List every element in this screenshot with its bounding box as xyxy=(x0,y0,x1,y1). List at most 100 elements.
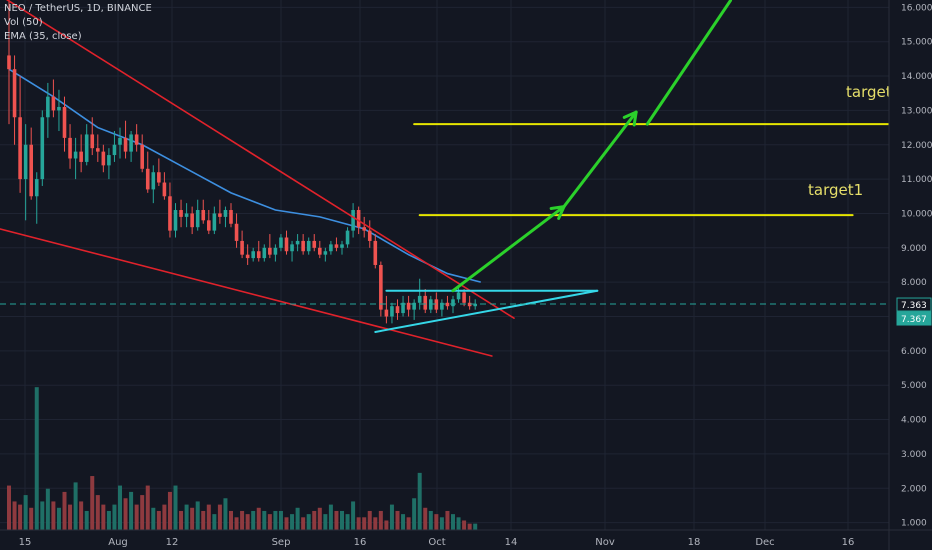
y-tick-label: 14.000 xyxy=(901,72,932,82)
x-tick-label: 16 xyxy=(842,537,855,548)
volume-bar xyxy=(201,510,206,530)
candle-body xyxy=(318,247,322,255)
volume-bar xyxy=(134,504,139,530)
candle xyxy=(395,299,400,320)
candle-body xyxy=(329,244,333,252)
candle xyxy=(101,144,106,173)
legend-volume[interactable]: Vol (50) xyxy=(4,17,43,28)
candle xyxy=(223,206,228,228)
candle-body xyxy=(462,292,466,303)
volume-bar xyxy=(395,510,400,530)
candle-body xyxy=(451,299,455,307)
volume-bar xyxy=(373,517,378,530)
candle xyxy=(168,182,172,238)
y-tick-label: 12.000 xyxy=(901,141,932,151)
volume-bar xyxy=(295,507,300,530)
candle xyxy=(268,234,272,259)
candle-body xyxy=(79,151,83,162)
volume-bar xyxy=(462,520,467,530)
chart-legend: NEO / TetherUS, 1D, BINANCE Vol (50) EMA… xyxy=(4,2,152,44)
x-tick-label: 18 xyxy=(688,537,701,548)
volume-bar xyxy=(334,510,339,530)
candle-body xyxy=(162,182,167,197)
volume-bar xyxy=(123,498,128,530)
candle-body xyxy=(240,240,244,255)
x-tick-label: 14 xyxy=(505,537,518,548)
candle xyxy=(184,203,189,228)
candle xyxy=(12,55,17,145)
candle-body xyxy=(107,155,111,166)
candle-body xyxy=(284,237,289,252)
volume-bar xyxy=(345,514,350,530)
arrow-head-2 xyxy=(622,110,638,127)
volume-bar xyxy=(68,504,73,530)
candle-body xyxy=(245,254,250,259)
volume-bar xyxy=(473,523,478,530)
volume-bar xyxy=(129,491,134,530)
arrow-head-1 xyxy=(549,205,566,220)
candle xyxy=(345,227,350,248)
volume-series xyxy=(7,387,478,530)
candle-body xyxy=(195,210,200,228)
candle xyxy=(373,234,378,269)
candle-body xyxy=(279,237,283,248)
volume-bar xyxy=(29,507,34,530)
candle xyxy=(440,299,444,317)
volume-bar xyxy=(389,504,394,530)
triangle-bottom-line xyxy=(374,289,599,333)
volume-bar xyxy=(84,510,89,530)
volume-bar xyxy=(245,514,250,530)
volume-bar xyxy=(145,485,150,530)
candle xyxy=(96,134,100,162)
volume-bar xyxy=(51,501,56,530)
legend-ema[interactable]: EMA (35, close) xyxy=(4,31,82,42)
candle-body xyxy=(412,302,416,310)
candle-body xyxy=(101,151,106,166)
candle xyxy=(362,216,366,238)
candle-body xyxy=(301,240,305,252)
candle xyxy=(390,302,394,324)
candle-body xyxy=(473,303,477,307)
candle-body xyxy=(373,240,378,265)
candle xyxy=(51,79,56,118)
volume-bar xyxy=(412,498,417,530)
candle xyxy=(379,261,383,317)
target1-label: target1 xyxy=(808,181,863,199)
candle-body xyxy=(40,117,45,180)
volume-bar xyxy=(362,517,367,530)
candle-body xyxy=(218,213,222,217)
candle xyxy=(340,240,344,255)
y-tick-label: 10.000 xyxy=(901,209,932,219)
candle xyxy=(90,117,95,156)
y-tick-label: 8.000 xyxy=(901,278,927,288)
price-tag-box xyxy=(896,311,932,326)
candle-body xyxy=(356,210,361,228)
legend-symbol[interactable]: NEO / TetherUS, 1D, BINANCE xyxy=(4,3,152,14)
candle xyxy=(201,199,206,224)
candle xyxy=(34,172,39,224)
y-tick-label: 1.000 xyxy=(901,519,927,529)
candle-body xyxy=(112,144,117,156)
volume-bar xyxy=(190,507,195,530)
candle xyxy=(290,240,294,262)
y-tick-label: 5.000 xyxy=(901,381,927,391)
candle xyxy=(68,124,72,169)
volume-bar xyxy=(162,504,167,530)
candle xyxy=(234,213,239,248)
ema-line xyxy=(8,68,481,283)
candle-body xyxy=(351,210,355,231)
candle-body xyxy=(440,302,444,310)
candle-body xyxy=(57,106,61,111)
volume-bar xyxy=(62,491,67,530)
volume-bar xyxy=(118,485,122,530)
arrow-segment-1 xyxy=(451,205,566,293)
candle-body xyxy=(395,306,400,314)
candle-body xyxy=(129,134,133,152)
x-tick-label: Nov xyxy=(595,537,615,548)
volume-bar xyxy=(240,510,245,530)
candle xyxy=(73,137,78,180)
candle-body xyxy=(295,240,300,245)
volume-bar xyxy=(73,482,78,530)
